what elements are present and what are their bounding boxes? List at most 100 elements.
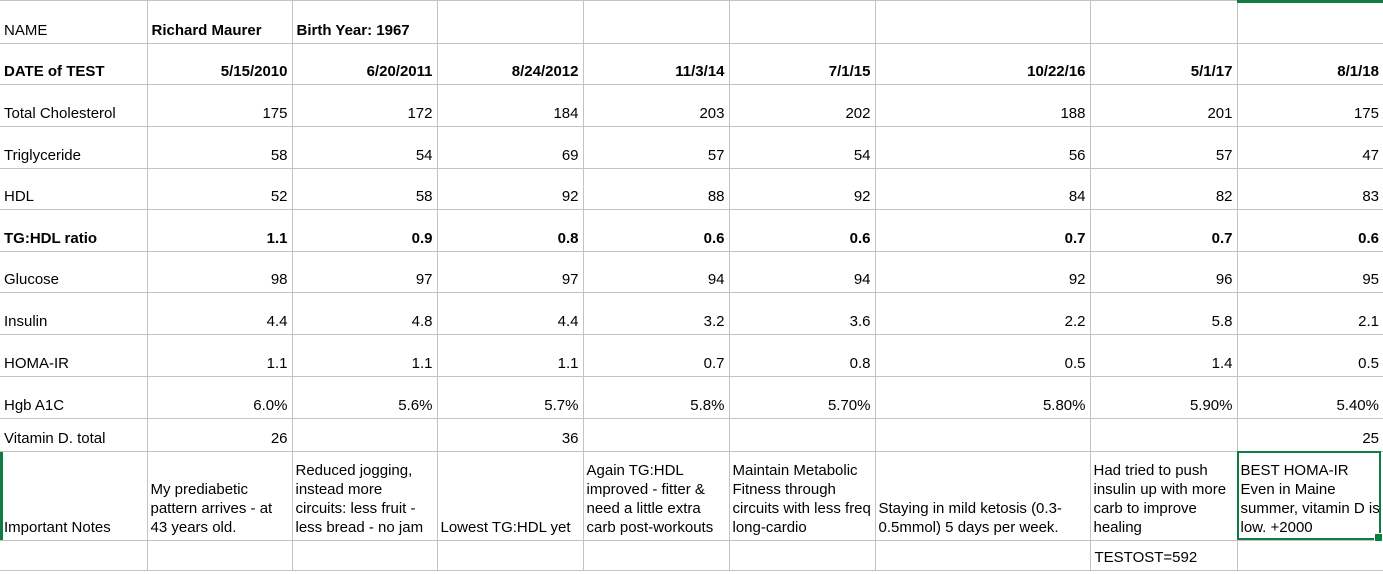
note-cell[interactable]: Staying in mild ketosis (0.3-0.5mmol) 5 … [874, 451, 1091, 541]
value-cell[interactable] [291, 418, 438, 452]
date-header-cell[interactable]: 10/22/16 [874, 43, 1091, 85]
value-cell[interactable]: 69 [436, 126, 584, 169]
date-header-cell[interactable]: 8/1/18 [1236, 43, 1383, 85]
value-cell[interactable]: 97 [291, 251, 438, 293]
value-cell[interactable]: 0.5 [874, 334, 1091, 377]
date-header-cell[interactable]: 7/1/15 [728, 43, 876, 85]
row-label-cell[interactable]: TG:HDL ratio [0, 209, 148, 252]
value-cell[interactable]: 92 [728, 168, 876, 210]
value-cell[interactable]: 58 [146, 126, 293, 169]
value-cell[interactable]: 203 [582, 84, 730, 127]
name-label-cell[interactable]: NAME [0, 0, 148, 44]
empty-cell[interactable] [728, 0, 876, 44]
value-cell[interactable]: 1.1 [291, 334, 438, 377]
value-cell[interactable]: 5.80% [874, 376, 1091, 419]
empty-cell[interactable] [728, 540, 876, 571]
value-cell[interactable]: 98 [146, 251, 293, 293]
empty-cell[interactable] [146, 540, 293, 571]
value-cell[interactable]: 56 [874, 126, 1091, 169]
row-label-cell[interactable]: HOMA-IR [0, 334, 148, 377]
value-cell[interactable] [582, 418, 730, 452]
date-header-cell[interactable]: 11/3/14 [582, 43, 730, 85]
value-cell[interactable]: 175 [1236, 84, 1383, 127]
value-cell[interactable]: 0.7 [1089, 209, 1238, 252]
date-header-cell[interactable]: 5/1/17 [1089, 43, 1238, 85]
value-cell[interactable]: 82 [1089, 168, 1238, 210]
value-cell[interactable]: 84 [874, 168, 1091, 210]
value-cell[interactable]: 47 [1236, 126, 1383, 169]
value-cell[interactable]: 0.6 [728, 209, 876, 252]
value-cell[interactable]: 25 [1236, 418, 1383, 452]
empty-cell[interactable] [1236, 540, 1383, 571]
empty-cell[interactable] [436, 0, 584, 44]
value-cell[interactable]: 0.6 [1236, 209, 1383, 252]
value-cell[interactable]: 202 [728, 84, 876, 127]
value-cell[interactable]: 54 [291, 126, 438, 169]
empty-cell[interactable] [436, 540, 584, 571]
value-cell[interactable] [1089, 418, 1238, 452]
value-cell[interactable]: 95 [1236, 251, 1383, 293]
value-cell[interactable]: 6.0% [146, 376, 293, 419]
value-cell[interactable]: 5.70% [728, 376, 876, 419]
value-cell[interactable]: 0.7 [874, 209, 1091, 252]
value-cell[interactable]: 3.2 [582, 292, 730, 335]
empty-cell[interactable] [1236, 0, 1383, 44]
value-cell[interactable]: 2.1 [1236, 292, 1383, 335]
birth-year-cell[interactable]: Birth Year: 1967 [291, 0, 438, 44]
value-cell[interactable]: 83 [1236, 168, 1383, 210]
value-cell[interactable]: 57 [1089, 126, 1238, 169]
value-cell[interactable]: 5.8% [582, 376, 730, 419]
empty-cell[interactable] [1089, 0, 1238, 44]
value-cell[interactable]: 172 [291, 84, 438, 127]
empty-cell[interactable] [874, 0, 1091, 44]
value-cell[interactable]: 1.1 [436, 334, 584, 377]
value-cell[interactable]: 94 [582, 251, 730, 293]
date-header-cell[interactable]: 5/15/2010 [146, 43, 293, 85]
empty-cell[interactable] [874, 540, 1091, 571]
row-label-cell[interactable]: Glucose [0, 251, 148, 293]
value-cell[interactable]: 94 [728, 251, 876, 293]
note-cell[interactable]: Maintain Metabolic Fitness through circu… [728, 451, 876, 541]
row-label-cell[interactable]: Total Cholesterol [0, 84, 148, 127]
empty-cell[interactable] [291, 540, 438, 571]
value-cell[interactable]: 201 [1089, 84, 1238, 127]
notes-label-cell[interactable]: Important Notes [0, 451, 148, 541]
date-of-test-label-cell[interactable]: DATE of TEST [0, 43, 148, 85]
value-cell[interactable]: 92 [436, 168, 584, 210]
note-cell[interactable]: Reduced jogging, instead more circuits: … [291, 451, 438, 541]
date-header-cell[interactable]: 6/20/2011 [291, 43, 438, 85]
value-cell[interactable]: 0.8 [728, 334, 876, 377]
value-cell[interactable]: 88 [582, 168, 730, 210]
value-cell[interactable]: 97 [436, 251, 584, 293]
value-cell[interactable]: 4.4 [146, 292, 293, 335]
empty-cell[interactable] [582, 540, 730, 571]
value-cell[interactable]: 1.1 [146, 209, 293, 252]
value-cell[interactable]: 0.6 [582, 209, 730, 252]
value-cell[interactable]: 5.6% [291, 376, 438, 419]
empty-cell[interactable] [582, 0, 730, 44]
date-header-cell[interactable]: 8/24/2012 [436, 43, 584, 85]
person-name-cell[interactable]: Richard Maurer [146, 0, 293, 44]
value-cell[interactable]: 4.4 [436, 292, 584, 335]
value-cell[interactable]: 2.2 [874, 292, 1091, 335]
value-cell[interactable]: 0.7 [582, 334, 730, 377]
value-cell[interactable]: 57 [582, 126, 730, 169]
value-cell[interactable]: 52 [146, 168, 293, 210]
value-cell[interactable]: 175 [146, 84, 293, 127]
value-cell[interactable]: 54 [728, 126, 876, 169]
value-cell[interactable]: 5.40% [1236, 376, 1383, 419]
value-cell[interactable]: 26 [146, 418, 293, 452]
row-label-cell[interactable]: Hgb A1C [0, 376, 148, 419]
note-cell[interactable]: My prediabetic pattern arrives - at 43 y… [146, 451, 293, 541]
value-cell[interactable]: 4.8 [291, 292, 438, 335]
note-cell[interactable]: Had tried to push insulin up with more c… [1089, 451, 1238, 541]
row-label-cell[interactable]: HDL [0, 168, 148, 210]
row-label-cell[interactable]: Vitamin D. total [0, 418, 148, 452]
value-cell[interactable]: 188 [874, 84, 1091, 127]
selected-note-cell[interactable]: BEST HOMA-IR Even in Maine summer, vitam… [1236, 451, 1383, 541]
value-cell[interactable]: 5.7% [436, 376, 584, 419]
row-label-cell[interactable]: Triglyceride [0, 126, 148, 169]
value-cell[interactable]: 1.1 [146, 334, 293, 377]
value-cell[interactable]: 96 [1089, 251, 1238, 293]
value-cell[interactable] [728, 418, 876, 452]
